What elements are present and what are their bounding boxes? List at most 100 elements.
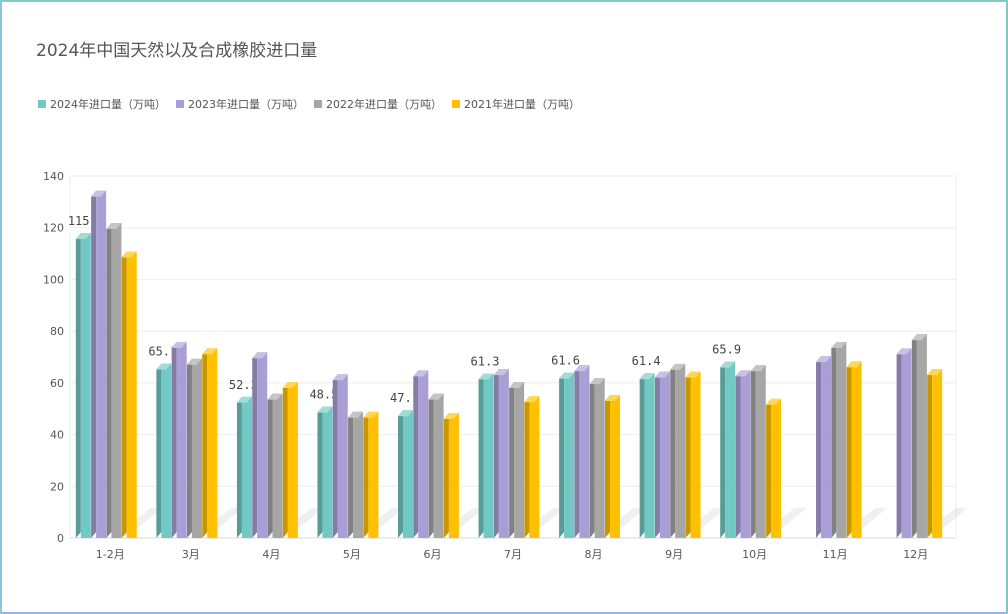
bar [740,370,751,538]
bar-top [559,372,575,379]
bar [771,398,782,538]
x-tick-label: 3月 [182,548,200,561]
bar [609,394,620,538]
bar-top [91,190,107,197]
bar-shadow [919,508,968,536]
bar-top [236,396,252,403]
bar-shadow [275,508,324,536]
bar-side [413,370,419,538]
bar-side [911,334,917,538]
x-tick-label: 11月 [823,548,848,561]
bar-top [398,410,414,417]
bar-top [896,348,912,355]
bar-side [75,233,81,538]
bar [594,378,605,538]
data-label: 61.3 [471,354,500,368]
legend-item-0[interactable]: 2024年进口量（万吨） [38,96,166,112]
bar [353,411,364,538]
bar-top [735,370,751,377]
bar [564,372,575,538]
bar-top [478,373,494,380]
bar-side [493,369,499,538]
bar-side [524,396,530,538]
bar-side [478,373,484,538]
bar [644,373,655,538]
bar-top [282,382,298,389]
bar [176,341,187,538]
y-tick-label: 60 [50,377,64,390]
bar [96,190,107,538]
bar-top [927,369,943,376]
bar [836,341,847,538]
bar-side [654,371,660,538]
bar [725,361,736,538]
legend-swatch [176,100,184,108]
bar [514,382,525,538]
bar-top [348,411,364,418]
bar [821,356,832,538]
bar-side [927,369,933,538]
bar-top [363,411,379,418]
bar-shadow [436,508,485,536]
bar-top [639,373,655,380]
legend-label: 2022年进口量（万吨） [326,98,442,111]
bar [755,365,766,538]
bar-side [831,341,837,538]
data-label: 61.4 [632,354,661,368]
bar [337,374,348,538]
bar-top [654,371,670,378]
bar [433,393,444,538]
bar-top [524,396,540,403]
bar-side [443,413,449,538]
y-tick-label: 20 [50,480,64,493]
bar [257,352,268,538]
bar-top [428,393,444,400]
legend-item-3[interactable]: 2021年进口量（万吨） [452,96,580,112]
bar-top [121,251,137,258]
bar-top [589,378,605,385]
bar-shadow [355,508,404,536]
legend-item-1[interactable]: 2023年进口量（万吨） [176,96,304,112]
bar-side [363,411,369,538]
bar-side [91,190,97,538]
bar-top [443,413,459,420]
bar-side [735,370,741,538]
bar [403,410,414,538]
legend-label: 2023年进口量（万吨） [188,98,304,111]
bar-side [685,371,691,538]
legend-item-2[interactable]: 2022年进口量（万吨） [314,96,442,112]
bar [241,396,252,538]
bar-shadow [678,508,727,536]
chart-title: 2024年中国天然以及合成橡胶进口量 [36,41,318,61]
bar [111,223,122,538]
y-tick-label: 120 [43,222,64,235]
bar-shadow [194,508,243,536]
bar-top [75,233,91,240]
data-label: 52.3 [229,378,258,392]
chart-legend: 2024年进口量（万吨） 2023年进口量（万吨） 2022年进口量（万吨） 2021… [38,96,580,112]
bar [675,363,686,538]
bar [932,369,943,538]
bar-side [171,341,177,538]
bar-top [332,374,348,381]
bar-top [156,363,172,370]
data-label: 48.5 [309,388,338,402]
y-tick-label: 80 [50,325,64,338]
legend-label: 2024年进口量（万吨） [50,98,166,111]
bar [851,361,862,538]
bar-side [398,410,404,538]
bar-side [816,356,822,538]
bar-top [202,348,218,355]
bar-top [816,356,832,363]
bar-top [685,371,701,378]
bar-side [720,361,726,538]
bar-side [267,393,273,538]
bar [483,373,494,538]
bar [368,411,379,538]
bar-top [574,365,590,372]
bar-top [317,406,333,413]
bar-shadow [114,508,163,536]
x-tick-label: 9月 [665,548,683,561]
bar-side [317,406,323,538]
